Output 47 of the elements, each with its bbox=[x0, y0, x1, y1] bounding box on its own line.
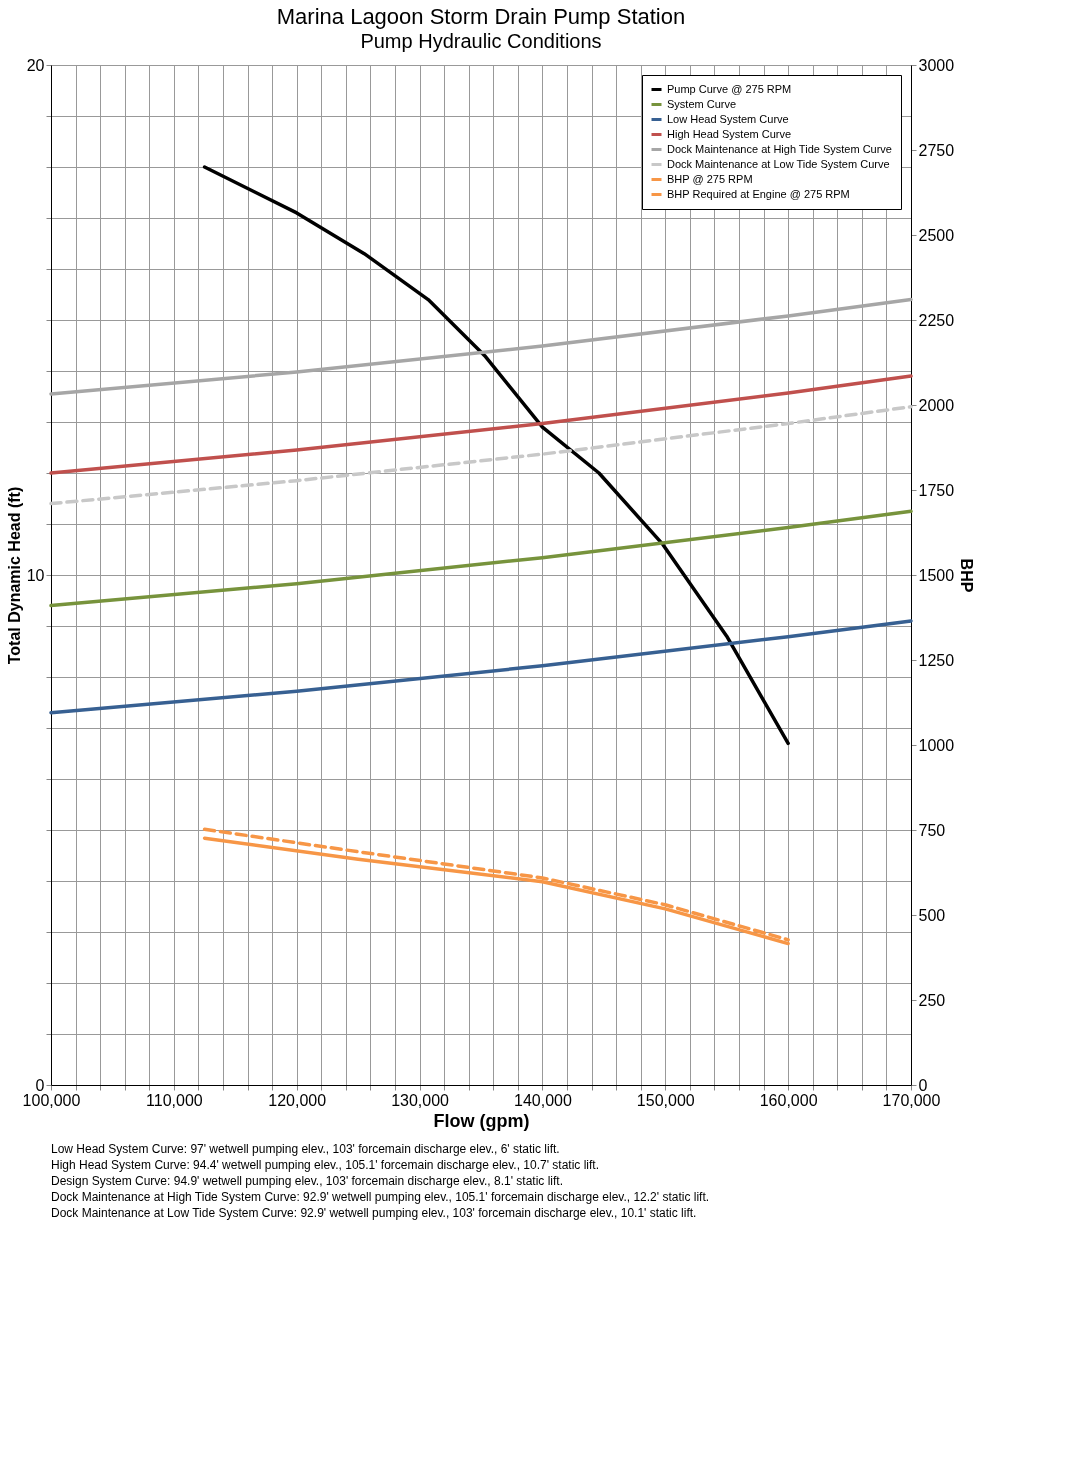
x-tick-label: 160,000 bbox=[759, 1091, 818, 1109]
x-tick-label: 130,000 bbox=[391, 1091, 450, 1109]
y-tick-label: 10 bbox=[26, 566, 45, 584]
text: Low Head System Curve: 97' wetwell pumping elev., 103' forcemain discharge elev., 6' static lift. bbox=[51, 1142, 560, 1156]
legend-label: High Head System Curve bbox=[667, 127, 792, 140]
chart-subtitle: Pump Hydraulic Conditions bbox=[360, 30, 602, 52]
y2-axis-title: BHP bbox=[958, 558, 976, 593]
y2-tick-label: 2500 bbox=[918, 226, 955, 244]
x-tick-label: 120,000 bbox=[268, 1091, 327, 1109]
y-tick-label: 20 bbox=[26, 56, 45, 74]
y-tick-label: 0 bbox=[35, 1076, 45, 1094]
x-tick-label: 140,000 bbox=[514, 1091, 572, 1109]
legend-label: Dock Maintenance at Low Tide System Curve bbox=[667, 157, 890, 170]
text: High Head System Curve: 94.4' wetwell pumping elev., 105.1' forcemain discharge elev., 10.7' static lift. bbox=[51, 1158, 600, 1172]
y2-tick-label: 750 bbox=[918, 821, 946, 839]
y2-tick-label: 1500 bbox=[918, 566, 955, 584]
line-series bbox=[49, 297, 913, 396]
y2-tick-label: 1250 bbox=[918, 651, 955, 669]
y2-tick-label: 0 bbox=[918, 1076, 928, 1094]
line-series bbox=[49, 404, 913, 506]
x-tick-label: 110,000 bbox=[146, 1091, 203, 1109]
legend-label: BHP @ 275 RPM bbox=[667, 172, 753, 185]
y2-tick-label: 3000 bbox=[918, 56, 955, 74]
y2-tick-label: 2000 bbox=[918, 396, 955, 414]
legend-label: Low Head System Curve bbox=[667, 112, 789, 125]
text: Dock Maintenance at High Tide System Curve: 92.9' wetwell pumping elev., 105.1' forcemain discharge elev., 12.2' static lift. bbox=[51, 1190, 710, 1204]
line-series bbox=[49, 374, 913, 475]
x-tick-label: 100,000 bbox=[22, 1091, 81, 1109]
y2-tick-label: 500 bbox=[918, 906, 946, 924]
text: Dock Maintenance at Low Tide System Curve: 92.9' wetwell pumping elev., 103' forcemain discharge elev., 10.1' static lift. bbox=[51, 1206, 697, 1220]
legend-label: System Curve bbox=[667, 97, 737, 110]
y-axis-title: Total Dynamic Head (ft) bbox=[5, 486, 23, 665]
line-series bbox=[49, 619, 913, 715]
x-axis-title: Flow (gpm) bbox=[433, 1110, 530, 1131]
legend-label: Pump Curve @ 275 RPM bbox=[667, 82, 792, 95]
y2-tick-label: 1000 bbox=[918, 736, 955, 754]
text: Design System Curve: 94.9' wetwell pumping elev., 103' forcemain discharge elev., 8.1' static lift. bbox=[51, 1174, 563, 1188]
y2-tick-label: 2750 bbox=[918, 141, 955, 159]
chart-title: Marina Lagoon Storm Drain Pump Station bbox=[276, 4, 686, 29]
line-series bbox=[49, 509, 913, 608]
y2-tick-label: 250 bbox=[918, 991, 946, 1009]
y2-tick-label: 1750 bbox=[918, 481, 955, 499]
legend-label: Dock Maintenance at High Tide System Curve bbox=[667, 142, 892, 155]
x-tick-label: 150,000 bbox=[636, 1091, 695, 1109]
x-tick-label: 170,000 bbox=[882, 1091, 941, 1109]
y2-tick-label: 2250 bbox=[918, 311, 955, 329]
legend-label: BHP Required at Engine @ 275 RPM bbox=[667, 187, 850, 200]
